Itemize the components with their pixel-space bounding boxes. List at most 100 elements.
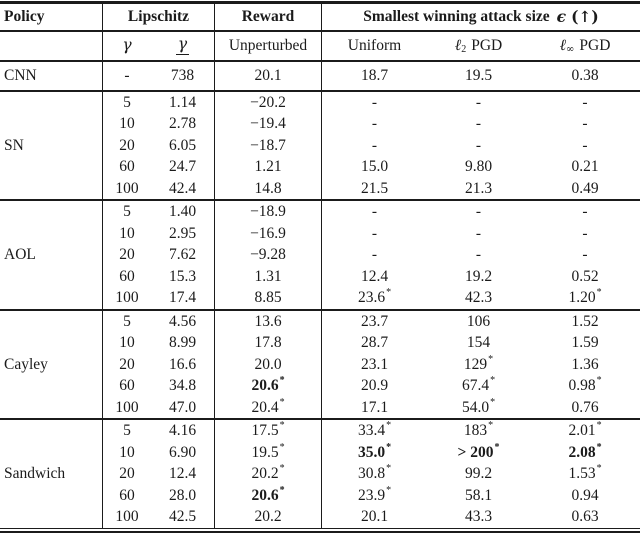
section-divider xyxy=(0,308,640,311)
table-cell: - xyxy=(582,224,588,242)
policy-label: SN xyxy=(0,91,103,199)
table-cell: 23.9 * xyxy=(357,484,392,504)
header-reward: Reward xyxy=(215,3,322,30)
table-cell: 1.53 * xyxy=(568,463,602,482)
table-cell: - xyxy=(371,93,378,111)
table-body: CNN -738 20.1 18.7 19.5 0.38 SN 5 1.14 −20.2- - -10… xyxy=(0,62,640,528)
policy-label: Cayley xyxy=(0,310,103,418)
table-cell: 8.85 xyxy=(215,287,322,309)
table-cell: 20 xyxy=(119,246,135,263)
table-cell: 1.59 xyxy=(571,334,599,351)
table-cell: 20 xyxy=(119,355,135,373)
table-cell: - xyxy=(582,246,588,263)
table-cell: −18.7 xyxy=(215,134,322,156)
subheader-gamma-lower: γ xyxy=(151,31,215,60)
table-cell: 2.08 * xyxy=(568,441,602,461)
table-cell: 34.8 xyxy=(151,375,215,397)
table-cell: 67.4 * xyxy=(461,375,496,394)
policy-section-sn: SN 5 1.14 −20.2 - - - 10 2.78 −19.4 - - - 20 6.05 −18.7… xyxy=(0,91,640,199)
table-cell: 183 * xyxy=(463,420,494,439)
table-cell: 33.4 * xyxy=(357,420,392,439)
table-cell: - xyxy=(582,203,588,220)
table-cell: 106 xyxy=(466,312,491,330)
table-cell: −20.2 xyxy=(215,91,322,113)
table-cell: - xyxy=(371,203,378,220)
table-cell: 738 xyxy=(151,62,215,90)
table-cell: - xyxy=(475,203,482,220)
table-cell: - xyxy=(371,136,378,154)
table-header-row: Policy Lipschitz Reward Smallest winning… xyxy=(0,3,640,30)
table-cell: 1.31 xyxy=(215,265,322,287)
table-cell: 15.3 xyxy=(151,265,215,287)
table-cell: 19.5 * xyxy=(215,441,322,463)
table-cell: 100 xyxy=(115,398,139,416)
table-cell: 17.1 xyxy=(360,398,389,416)
table-cell: 60 xyxy=(119,158,135,175)
top-rule xyxy=(0,1,640,4)
table-cell: 0.52 xyxy=(571,267,599,285)
table-cell: 20.1 xyxy=(360,508,389,525)
table-cell: 7.62 xyxy=(151,244,215,266)
table-cell: 10 xyxy=(119,115,135,132)
table-cell: 28.7 xyxy=(360,334,389,351)
table-cell: 20.9 xyxy=(360,377,389,394)
table-cell: 60 xyxy=(119,486,135,504)
table-cell: 2.78 xyxy=(151,113,215,135)
subheader-unperturbed: Unperturbed xyxy=(215,31,322,60)
table-cell: 10 xyxy=(119,334,135,351)
table-cell: 23.1 xyxy=(360,355,389,373)
epsilon-symbol: ϵ xyxy=(556,7,567,26)
table-cell: 1.21 xyxy=(215,156,322,178)
bottom-rule-thick xyxy=(0,530,640,534)
table-cell: 1.52 xyxy=(571,312,599,330)
section-divider xyxy=(0,89,640,92)
table-cell: 4.56 xyxy=(151,310,215,332)
table-cell: - xyxy=(582,136,588,154)
table-cell: 0.76 xyxy=(571,398,599,416)
table-cell: −19.4 xyxy=(215,113,322,135)
subheader-empty xyxy=(0,31,103,60)
table-cell: 14.8 xyxy=(215,177,322,199)
table-cell: 20.6 * xyxy=(215,484,322,506)
table-cell: 60 xyxy=(119,377,135,394)
up-arrow-icon: (↑) xyxy=(571,7,599,26)
header-divider xyxy=(0,30,640,32)
table-cell: 58.1 xyxy=(464,486,493,504)
table-cell: - xyxy=(371,224,378,242)
policy-label: CNN xyxy=(0,62,103,90)
table-cell: 18.7 xyxy=(360,67,389,84)
subheader-l2-pgd: ℓ 2 PGD xyxy=(454,36,503,55)
table-cell: - xyxy=(475,136,482,154)
table-cell: 6.05 xyxy=(151,134,215,156)
table-cell: 0.63 xyxy=(571,508,599,525)
policy-section-aol: AOL 5 1.40 −18.9 - - - 10 2.95 −16.9 - - - 20 7.62 −9.2… xyxy=(0,201,640,309)
header-policy: Policy xyxy=(0,3,103,30)
table-cell: 100 xyxy=(115,179,139,197)
table-cell: 15.0 xyxy=(360,158,389,175)
table-cell: - xyxy=(371,246,378,263)
table-cell: 1.14 xyxy=(151,91,215,113)
table-cell: 42.3 xyxy=(464,289,493,306)
table-cell: - xyxy=(582,93,588,111)
table-cell: 0.98 * xyxy=(568,375,602,394)
table-cell: 5 xyxy=(123,312,131,330)
table-cell: 23.7 xyxy=(360,312,389,330)
table-cell: 1.40 xyxy=(151,201,215,223)
table-cell: 10 xyxy=(119,443,135,461)
table-cell: 20.1 xyxy=(215,62,322,90)
table-cell: > 200 * xyxy=(457,441,500,461)
table-cell: - xyxy=(475,224,482,242)
table-cell: 23.6 * xyxy=(357,287,392,306)
header-lipschitz: Lipschitz xyxy=(103,3,215,30)
table-cell: 100 xyxy=(115,289,139,306)
table-cell: 28.0 xyxy=(151,484,215,506)
table-cell: 60 xyxy=(119,267,135,285)
table-cell: - xyxy=(475,246,482,263)
subheader-linf-pgd: ℓ ∞ PGD xyxy=(559,36,611,55)
table-cell: 20.6 * xyxy=(215,375,322,397)
table-cell: −18.9 xyxy=(215,201,322,223)
policy-label: Sandwich xyxy=(0,420,103,528)
table-cell: 12.4 xyxy=(360,267,389,285)
subheader-gamma: γ xyxy=(122,36,132,54)
table-cell: 47.0 xyxy=(151,396,215,418)
